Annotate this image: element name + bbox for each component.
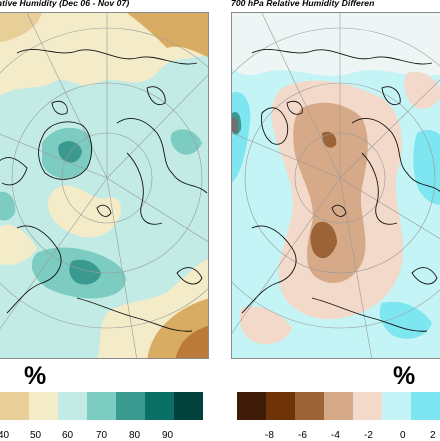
coastlines [241, 49, 440, 332]
colorbar-swatch [116, 392, 145, 420]
right-colorbar-tick-0: 0 [400, 430, 406, 441]
colorbar-swatch [353, 392, 382, 420]
colorbar-swatch [237, 392, 266, 420]
right-colorbar-tick-minus-8: -8 [265, 430, 274, 441]
drying-region-east [404, 71, 440, 109]
left-colorbar-tick-40: 40 [0, 430, 10, 441]
colorbar-swatch [411, 392, 440, 420]
very-moist-region-pacific [69, 259, 101, 285]
right-colorbar-unit: % [393, 362, 416, 390]
left-panel-title: elative Humidity (Dec 06 - Nov 07) [0, 0, 130, 8]
right-colorbar-tick-minus-6: -6 [298, 430, 307, 441]
left-humidity-map [0, 12, 209, 359]
moistening-region-southeast [379, 301, 432, 339]
right-difference-map [231, 12, 440, 359]
dry-region-northwest [0, 13, 42, 43]
map-graticule [0, 13, 208, 358]
map-graticule [232, 13, 440, 358]
right-colorbar-tick-2: 2 [430, 430, 436, 441]
right-colorbar [237, 392, 440, 420]
left-colorbar-tick-60: 60 [62, 430, 74, 441]
drying-region-south [239, 306, 292, 345]
colorbar-swatch [87, 392, 116, 420]
colorbar-swatch [382, 392, 411, 420]
colorbar-swatch [266, 392, 295, 420]
colorbar-swatch [58, 392, 87, 420]
left-colorbar-unit: % [24, 362, 47, 390]
right-colorbar-tick-minus-4: -4 [331, 430, 340, 441]
dry-region-west [0, 224, 37, 265]
drying-region-strong [310, 221, 337, 259]
driest-region-south [175, 325, 208, 358]
dry-region-center [47, 185, 122, 238]
colorbar-swatch [0, 392, 29, 420]
left-colorbar-tick-90: 90 [162, 430, 174, 441]
colorbar-swatch [29, 392, 58, 420]
right-panel-title: 700 hPa Relative Humidity Differen [231, 0, 375, 8]
moist-region-west [0, 191, 16, 221]
left-colorbar-tick-50: 50 [30, 430, 42, 441]
moist-region-east [170, 129, 202, 155]
coastlines [0, 49, 208, 332]
left-colorbar-tick-70: 70 [96, 430, 108, 441]
left-colorbar [0, 392, 203, 420]
drying-region-strong-2 [322, 131, 337, 148]
colorbar-swatch [174, 392, 203, 420]
colorbar-swatch [324, 392, 353, 420]
left-colorbar-tick-80: 80 [129, 430, 141, 441]
moistening-region-east [413, 129, 440, 205]
colorbar-swatch [145, 392, 174, 420]
right-colorbar-tick-minus-2: -2 [364, 430, 373, 441]
dry-region-northeast [127, 13, 208, 58]
missing-data-west [232, 117, 239, 134]
colorbar-swatch [295, 392, 324, 420]
